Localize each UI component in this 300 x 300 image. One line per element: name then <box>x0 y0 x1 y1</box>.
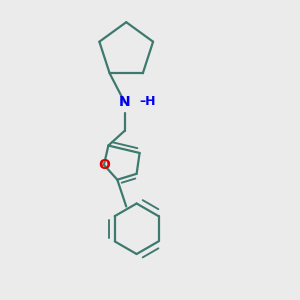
Text: O: O <box>98 158 110 172</box>
Text: –H: –H <box>139 95 155 108</box>
Text: N: N <box>119 95 130 110</box>
